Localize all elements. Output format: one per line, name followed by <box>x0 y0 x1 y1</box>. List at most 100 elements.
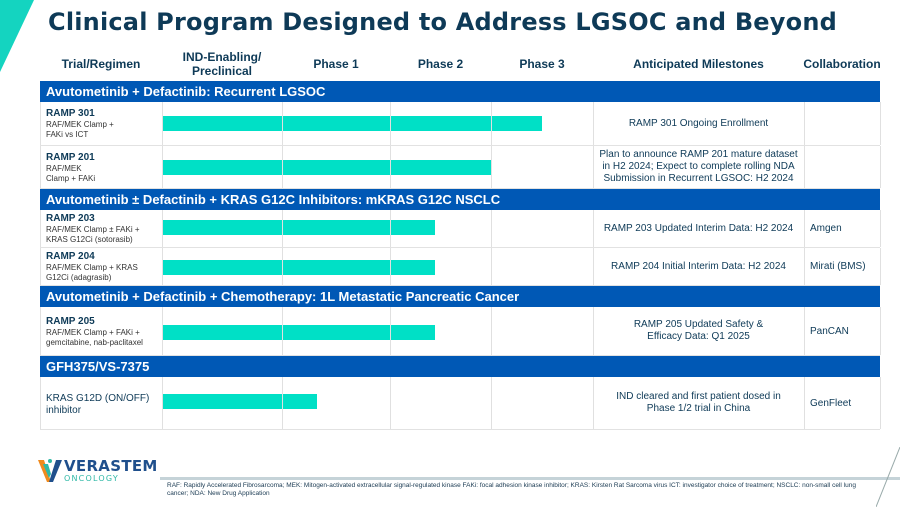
section-header-gfh375: GFH375/VS-7375 <box>40 356 880 377</box>
grid-line <box>593 248 594 285</box>
grid-line <box>491 248 492 285</box>
collaboration-cell: Mirati (BMS) <box>810 261 866 272</box>
grid-line <box>390 307 391 355</box>
grid-line <box>40 102 41 145</box>
grid-line <box>162 307 163 355</box>
verastem-logo: VERASTEM ONCOLOGY <box>38 458 158 484</box>
grid-line <box>162 146 163 188</box>
trial-desc: RAF/MEK Clamp + FAKi vs ICT <box>46 120 114 139</box>
progress-bar <box>163 260 436 275</box>
trial-desc: RAF/MEK Clamp + FAKi + gemcitabine, nab-… <box>46 328 143 347</box>
accent-shape <box>0 0 34 72</box>
grid-line <box>880 307 881 355</box>
grid-line <box>880 146 881 188</box>
header-milestones: Anticipated Milestones <box>633 56 764 71</box>
section-header-nsclc: Avutometinib ± Defactinib + KRAS G12C In… <box>40 189 880 210</box>
grid-line <box>390 210 391 247</box>
grid-line <box>593 307 594 355</box>
grid-line <box>282 307 283 355</box>
grid-line <box>40 307 41 355</box>
trial-cell: RAMP 205 RAF/MEK Clamp + FAKi + gemcitab… <box>46 316 162 348</box>
progress-bar <box>163 325 436 340</box>
grid-line <box>804 210 805 247</box>
footnote: RAF: Rapidly Accelerated Fibrosarcoma; M… <box>167 482 856 497</box>
logo-mark-icon <box>38 459 62 482</box>
grid-line <box>804 102 805 145</box>
milestone-cell: Plan to announce RAMP 201 mature dataset… <box>599 149 798 184</box>
grid-line <box>804 248 805 285</box>
collaboration-cell: PanCAN <box>810 325 849 337</box>
trial-desc: RAF/MEK Clamp + KRAS G12Ci (adagrasib) <box>46 263 138 282</box>
grid-line <box>390 377 391 429</box>
trial-cell: RAMP 301 RAF/MEK Clamp + FAKi vs ICT <box>46 108 162 140</box>
progress-bar <box>163 220 436 235</box>
grid-line <box>390 102 391 145</box>
pipeline-table: Trial/Regimen IND-Enabling/ Preclinical … <box>40 46 881 430</box>
grid-line <box>593 210 594 247</box>
trial-cell: RAMP 203 RAF/MEK Clamp ± FAKi + KRAS G12… <box>46 213 162 245</box>
section-header-pancreatic: Avutometinib + Defactinib + Chemotherapy… <box>40 286 880 307</box>
grid-line <box>390 248 391 285</box>
corner-decoration <box>876 447 900 507</box>
collaboration-cell <box>810 102 880 145</box>
table-row: RAMP 201 RAF/MEK Clamp + FAKi Plan to an… <box>40 146 881 189</box>
milestone-cell: RAMP 301 Ongoing Enrollment <box>628 117 769 129</box>
grid-line <box>390 146 391 188</box>
header-phase1: Phase 1 <box>313 56 359 71</box>
milestone-cell: RAMP 205 Updated Safety & Efficacy Data:… <box>633 319 764 342</box>
grid-line <box>804 307 805 355</box>
milestone-cell: IND cleared and first patient dosed in P… <box>616 391 781 414</box>
table-row: KRAS G12D (ON/OFF) inhibitor IND cleared… <box>40 377 881 430</box>
grid-line <box>282 248 283 285</box>
grid-line <box>282 210 283 247</box>
collaboration-cell: GenFleet <box>810 397 852 409</box>
grid-line <box>162 102 163 145</box>
grid-line <box>162 210 163 247</box>
trial-name: RAMP 204 <box>46 251 95 262</box>
trial-desc: RAF/MEK Clamp ± FAKi + KRAS G12Ci (sotor… <box>46 225 140 244</box>
header-ind: IND-Enabling/ Preclinical <box>182 49 262 78</box>
collaboration-cell <box>810 146 880 188</box>
trial-desc: KRAS G12D (ON/OFF) inhibitor <box>46 393 150 416</box>
page-title: Clinical Program Designed to Address LGS… <box>48 8 837 36</box>
table-header: Trial/Regimen IND-Enabling/ Preclinical … <box>40 46 881 81</box>
table-row: RAMP 301 RAF/MEK Clamp + FAKi vs ICT RAM… <box>40 102 881 146</box>
grid-line <box>593 102 594 145</box>
grid-line <box>880 102 881 145</box>
grid-line <box>282 102 283 145</box>
grid-line <box>880 377 881 429</box>
grid-line <box>804 377 805 429</box>
trial-cell: RAMP 204 RAF/MEK Clamp + KRAS G12Ci (ada… <box>46 251 162 283</box>
table-row: RAMP 204 RAF/MEK Clamp + KRAS G12Ci (ada… <box>40 248 881 286</box>
logo-text-primary: VERASTEM <box>64 457 158 475</box>
trial-name: RAMP 201 <box>46 152 95 163</box>
grid-line <box>491 146 492 188</box>
progress-bar <box>163 116 542 131</box>
progress-bar <box>163 160 491 175</box>
grid-line <box>491 307 492 355</box>
grid-line <box>593 377 594 429</box>
header-phase3: Phase 3 <box>519 56 565 71</box>
header-phase2: Phase 2 <box>417 56 464 71</box>
grid-line <box>491 102 492 145</box>
grid-line <box>162 377 163 429</box>
progress-bar <box>163 394 317 409</box>
collaboration-cell: Amgen <box>810 223 842 234</box>
grid-line <box>491 210 492 247</box>
grid-line <box>40 210 41 247</box>
grid-line <box>282 377 283 429</box>
header-trial: Trial/Regimen <box>61 56 141 71</box>
header-collaboration: Collaboration <box>803 56 881 71</box>
table-row: RAMP 203 RAF/MEK Clamp ± FAKi + KRAS G12… <box>40 210 881 248</box>
grid-line <box>804 146 805 188</box>
milestone-cell: RAMP 203 Updated Interim Data: H2 2024 <box>603 222 794 234</box>
trial-desc: RAF/MEK Clamp + FAKi <box>46 164 96 183</box>
grid-line <box>162 248 163 285</box>
grid-line <box>593 146 594 188</box>
grid-line <box>880 210 881 247</box>
grid-line <box>282 146 283 188</box>
logo-text-secondary: ONCOLOGY <box>64 474 119 483</box>
section-header-lgsoc: Avutometinib + Defactinib: Recurrent LGS… <box>40 81 880 102</box>
trial-name: RAMP 203 <box>46 213 95 224</box>
trial-cell: RAMP 201 RAF/MEK Clamp + FAKi <box>46 152 162 184</box>
